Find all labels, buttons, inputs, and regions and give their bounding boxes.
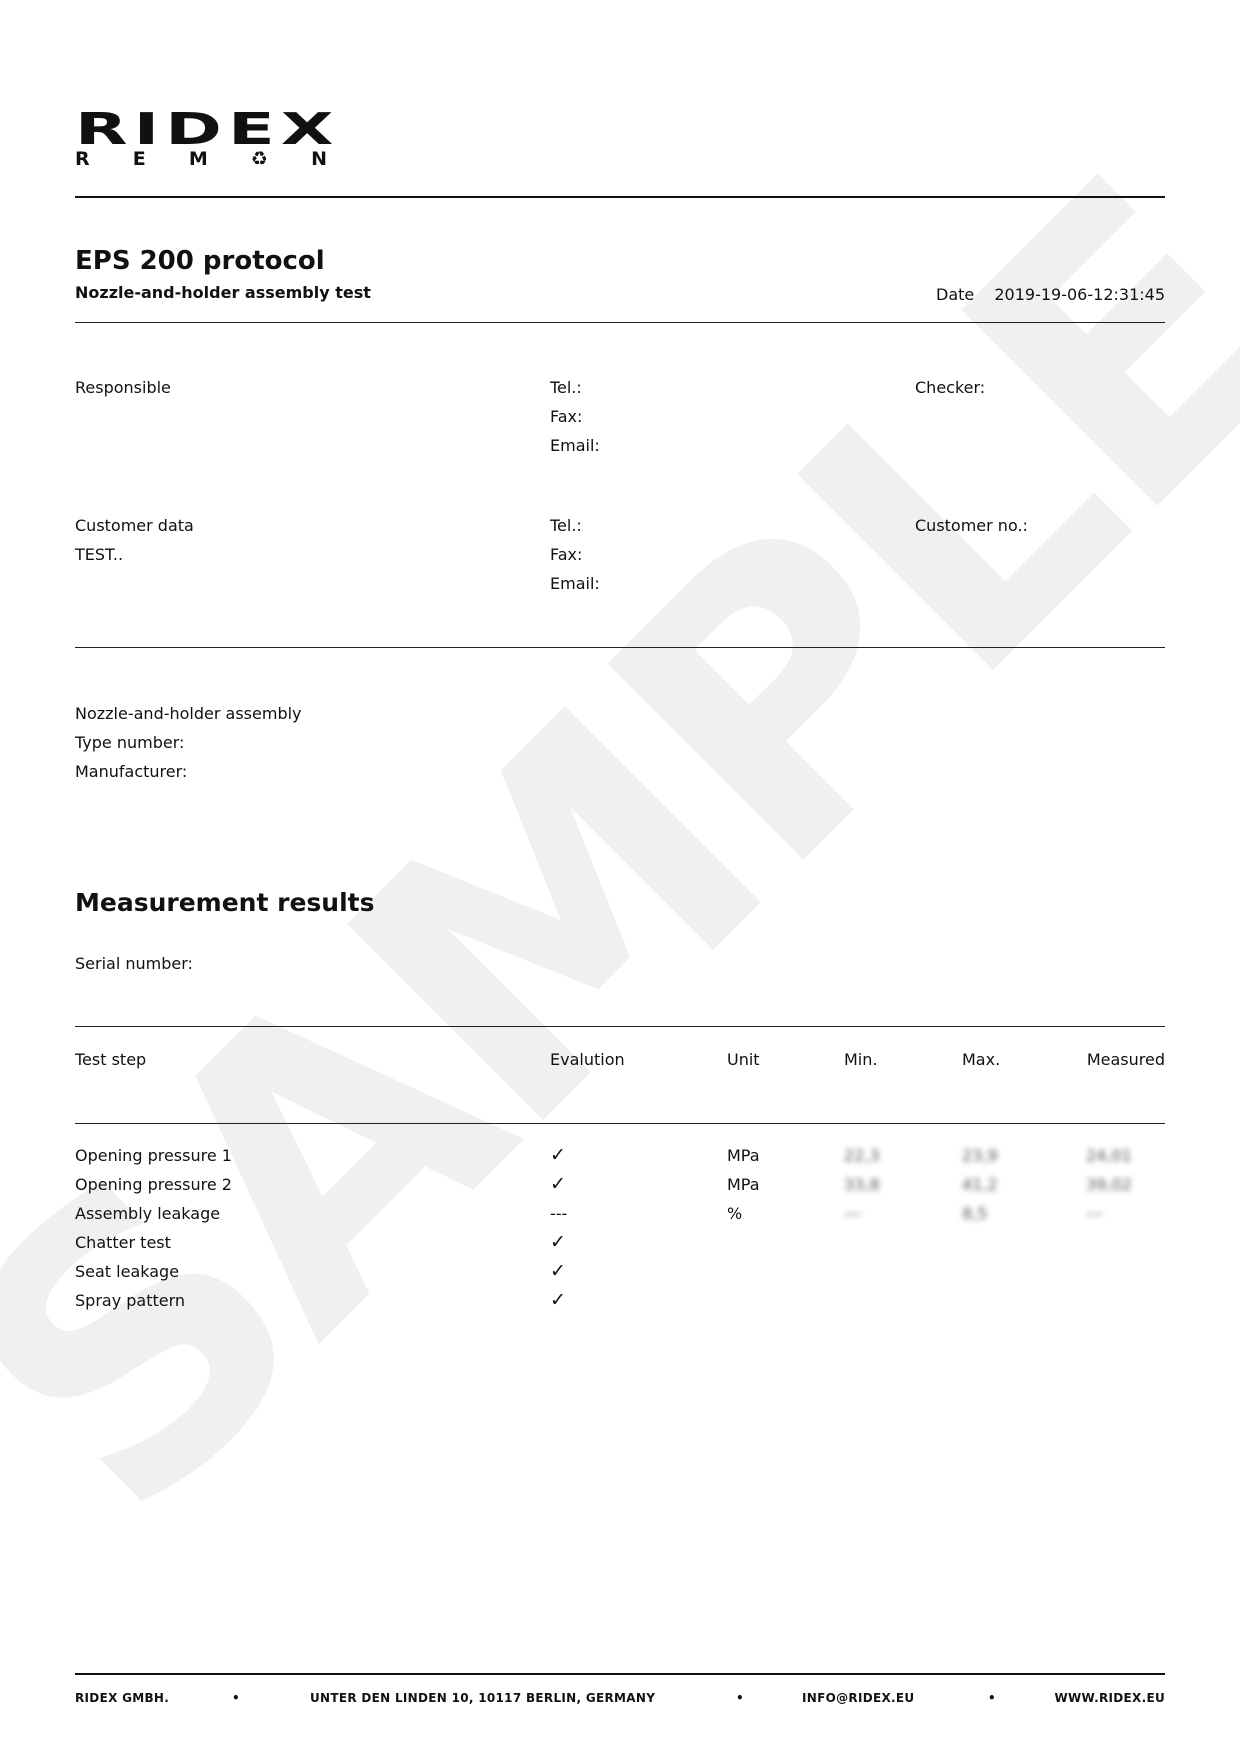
col-max: Max. [962,1050,1001,1069]
recycle-icon: ♻ [250,148,268,170]
responsible-email: Email: [550,436,600,455]
cell-test-step: Chatter test [75,1233,171,1252]
footer-separator: • [736,1691,744,1705]
footer-website: WWW.RIDEX.EU [1054,1691,1165,1705]
cell-min: --- [844,1204,862,1223]
customer-label: Customer data [75,516,194,535]
footer-company: RIDEX GMBH. [75,1691,170,1705]
customer-email: Email: [550,574,600,593]
cell-max: 41,2 [962,1175,998,1194]
serial-number-label: Serial number: [75,954,193,973]
cell-unit: % [727,1204,743,1223]
cell-test-step: Opening pressure 2 [75,1175,232,1194]
divider [75,196,1165,198]
cell-max: 23,9 [962,1146,998,1165]
assembly-label: Nozzle-and-holder assembly [75,704,302,723]
cell-unit: MPa [727,1146,760,1165]
logo-letter: M [188,148,208,170]
checker-label: Checker: [915,378,986,397]
section-title: Measurement results [75,888,375,917]
customer-fax: Fax: [550,545,583,564]
col-measured: Measured [1086,1050,1165,1069]
customer-tel: Tel.: [550,516,582,535]
customer-no-label: Customer no.: [915,516,1028,535]
footer-separator: • [232,1691,240,1705]
manufacturer-label: Manufacturer: [75,762,188,781]
col-min: Min. [844,1050,878,1069]
footer-address: UNTER DEN LINDEN 10, 10117 BERLIN, GERMA… [310,1691,656,1705]
footer-email: INFO@RIDEX.EU [802,1691,915,1705]
cell-evaluation: ✓ [550,1260,566,1282]
page-title: EPS 200 protocol [75,246,325,276]
cell-measured: --- [1086,1204,1104,1223]
cell-evaluation: --- [550,1204,568,1223]
cell-test-step: Assembly leakage [75,1204,221,1223]
cell-measured: 24,01 [1086,1146,1132,1165]
cell-measured: 39,02 [1086,1175,1132,1194]
cell-test-step: Opening pressure 1 [75,1146,232,1165]
customer-name: TEST.. [75,545,124,564]
cell-min: 22,3 [844,1146,880,1165]
date-label: Date [936,285,975,304]
cell-test-step: Spray pattern [75,1291,186,1310]
responsible-label: Responsible [75,378,171,397]
cell-test-step: Seat leakage [75,1262,180,1281]
logo-letter: N [311,148,327,170]
col-unit: Unit [727,1050,760,1069]
divider [75,1026,1165,1027]
cell-evaluation: ✓ [550,1173,566,1195]
cell-evaluation: ✓ [550,1231,566,1253]
cell-evaluation: ✓ [550,1289,566,1311]
responsible-fax: Fax: [550,407,583,426]
cell-unit: MPa [727,1175,760,1194]
col-test-step: Test step [75,1050,147,1069]
cell-max: 8,5 [962,1204,988,1223]
divider [75,647,1165,648]
page-subtitle: Nozzle-and-holder assembly test [75,283,371,302]
cell-evaluation: ✓ [550,1144,566,1166]
logo-letter: E [132,148,146,170]
logo-letter: R [75,148,90,170]
date-value: 2019-19-06-12:31:45 [994,285,1165,304]
divider [75,322,1165,323]
reman-logo: R E M ♻ N [75,150,327,169]
col-evaluation: Evalution [550,1050,625,1069]
cell-min: 33,8 [844,1175,880,1194]
divider [75,1673,1165,1675]
footer-separator: • [988,1691,996,1705]
responsible-tel: Tel.: [550,378,582,397]
ridex-logo: RIDEX [75,104,340,155]
divider [75,1123,1165,1124]
type-number-label: Type number: [75,733,185,752]
